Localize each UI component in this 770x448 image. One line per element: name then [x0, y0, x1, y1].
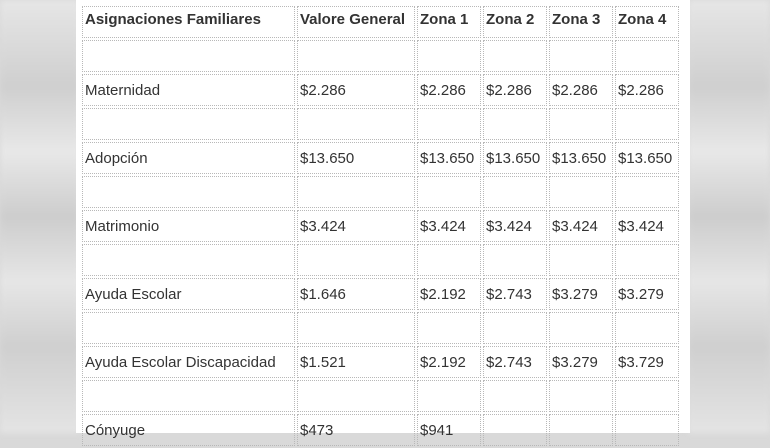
- empty-cell: [549, 414, 613, 446]
- empty-cell: [615, 414, 679, 446]
- empty-cell: [82, 176, 295, 208]
- table-cell: $941: [417, 414, 481, 446]
- data-row: Ayuda Escolar $1.646 $2.192 $2.743 $3.279 $3.…: [82, 278, 679, 310]
- spacer-row: [82, 312, 679, 344]
- empty-cell: [417, 380, 481, 412]
- empty-cell: [549, 108, 613, 140]
- table-cell: Zona 3: [549, 6, 613, 38]
- empty-cell: [615, 108, 679, 140]
- table-cell: $13.650: [297, 142, 415, 174]
- empty-cell: [483, 176, 547, 208]
- empty-cell: [549, 380, 613, 412]
- table-cell: Ayuda Escolar Discapacidad: [82, 346, 295, 378]
- table-cell: $2.743: [483, 346, 547, 378]
- empty-cell: [483, 108, 547, 140]
- empty-cell: [417, 244, 481, 276]
- data-row: Adopción $13.650 $13.650 $13.650 $13.650 $13.…: [82, 142, 679, 174]
- table-cell: $3.424: [549, 210, 613, 242]
- table-cell: $3.279: [615, 278, 679, 310]
- table-cell: Valore General: [297, 6, 415, 38]
- empty-cell: [615, 176, 679, 208]
- header-row: Asignaciones Familiares Valore General Zon…: [82, 6, 679, 38]
- data-row: Matrimonio $3.424 $3.424 $3.424 $3.424 $3.424: [82, 210, 679, 242]
- table-cell: $1.646: [297, 278, 415, 310]
- empty-cell: [483, 312, 547, 344]
- table-cell: $2.743: [483, 278, 547, 310]
- table-cell: $13.650: [417, 142, 481, 174]
- table-cell: Zona 1: [417, 6, 481, 38]
- table-cell: $13.650: [549, 142, 613, 174]
- empty-cell: [297, 176, 415, 208]
- table-cell: $3.729: [615, 346, 679, 378]
- table-cell: $13.650: [483, 142, 547, 174]
- allowance-table: Asignaciones Familiares Valore General Zon…: [80, 4, 681, 448]
- table-cell: $3.424: [417, 210, 481, 242]
- empty-cell: [297, 312, 415, 344]
- empty-cell: [483, 244, 547, 276]
- empty-cell: [82, 380, 295, 412]
- blurred-background: [688, 0, 770, 433]
- empty-cell: [417, 40, 481, 72]
- empty-cell: [483, 414, 547, 446]
- spacer-row: [82, 40, 679, 72]
- table-cell: $2.286: [417, 74, 481, 106]
- spacer-row: [82, 176, 679, 208]
- empty-cell: [297, 108, 415, 140]
- empty-cell: [615, 40, 679, 72]
- table-cell: $3.424: [483, 210, 547, 242]
- table-cell: Zona 2: [483, 6, 547, 38]
- data-row: Ayuda Escolar Discapacidad $1.521 $2.192 $2…: [82, 346, 679, 378]
- table-cell: $2.192: [417, 278, 481, 310]
- table-cell: $13.650: [615, 142, 679, 174]
- empty-cell: [82, 108, 295, 140]
- empty-cell: [82, 244, 295, 276]
- table-sheet: [76, 0, 690, 433]
- empty-cell: [615, 380, 679, 412]
- empty-cell: [417, 108, 481, 140]
- empty-cell: [615, 312, 679, 344]
- table-cell: Cónyuge: [82, 414, 295, 446]
- table-cell: $3.424: [297, 210, 415, 242]
- spacer-row: [82, 108, 679, 140]
- data-row: Cónyuge $473 $941: [82, 414, 679, 446]
- empty-cell: [549, 176, 613, 208]
- blurred-background: [0, 0, 80, 433]
- table-cell: $473: [297, 414, 415, 446]
- empty-cell: [297, 244, 415, 276]
- table-cell: $2.286: [483, 74, 547, 106]
- empty-cell: [417, 176, 481, 208]
- empty-cell: [483, 40, 547, 72]
- empty-cell: [297, 380, 415, 412]
- table-cell: Adopción: [82, 142, 295, 174]
- table-cell: $2.286: [297, 74, 415, 106]
- spacer-row: [82, 244, 679, 276]
- empty-cell: [297, 40, 415, 72]
- table-cell: $3.424: [615, 210, 679, 242]
- empty-cell: [82, 40, 295, 72]
- empty-cell: [549, 40, 613, 72]
- empty-cell: [483, 380, 547, 412]
- table-cell: $3.279: [549, 278, 613, 310]
- table-cell: $2.286: [549, 74, 613, 106]
- table-cell: $2.286: [615, 74, 679, 106]
- empty-cell: [417, 312, 481, 344]
- table-cell: Maternidad: [82, 74, 295, 106]
- spacer-row: [82, 380, 679, 412]
- table-cell: Matrimonio: [82, 210, 295, 242]
- empty-cell: [549, 244, 613, 276]
- table-cell: $3.279: [549, 346, 613, 378]
- empty-cell: [82, 312, 295, 344]
- data-row: Maternidad $2.286 $2.286 $2.286 $2.286 $2.286: [82, 74, 679, 106]
- table-cell: Ayuda Escolar: [82, 278, 295, 310]
- empty-cell: [615, 244, 679, 276]
- table-cell: Asignaciones Familiares: [82, 6, 295, 38]
- empty-cell: [549, 312, 613, 344]
- table-cell: $2.192: [417, 346, 481, 378]
- table-cell: $1.521: [297, 346, 415, 378]
- table-cell: Zona 4: [615, 6, 679, 38]
